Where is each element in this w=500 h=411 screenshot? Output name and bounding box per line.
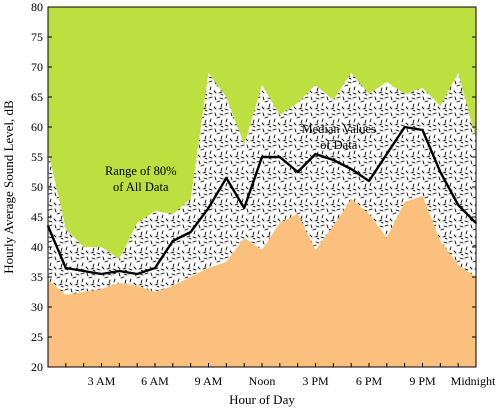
plot-area: [46, 6, 477, 368]
median-point: [350, 168, 353, 170]
median-point: [207, 207, 210, 209]
x-tick-label: 6 AM: [141, 374, 169, 388]
annotation-text: of Data: [320, 138, 358, 152]
y-tick-label: 45: [31, 210, 43, 224]
median-point: [225, 177, 228, 179]
median-point: [296, 171, 299, 173]
x-axis-title: Hour of Day: [229, 392, 295, 407]
y-tick-label: 70: [31, 60, 43, 74]
median-point: [261, 156, 263, 158]
annotation-text: Range of 80%: [105, 164, 177, 178]
x-tick-label: Midnight: [451, 374, 496, 388]
x-axis: 3 AM 6 AM 9 AM Noon 3 PM 6 PM 9 PM Midnight: [65, 363, 496, 388]
x-tick-label: Noon: [249, 374, 276, 388]
x-tick-label: 9 AM: [195, 374, 223, 388]
median-point: [278, 156, 281, 158]
median-point: [332, 159, 335, 161]
median-point: [136, 273, 139, 275]
y-tick-label: 30: [31, 300, 43, 314]
range-80-percent-band: [48, 73, 476, 295]
median-point: [403, 126, 406, 128]
x-tick-label: 3 AM: [88, 374, 116, 388]
median-point: [439, 171, 442, 173]
y-tick-label: 20: [31, 360, 43, 374]
median-point: [421, 129, 424, 131]
median-point: [243, 207, 246, 209]
annotation-text: Median Values: [301, 122, 376, 136]
median-point: [189, 231, 192, 233]
median-point: [314, 153, 317, 155]
x-tick-label: 3 PM: [302, 374, 329, 388]
y-tick-label: 55: [31, 150, 43, 164]
y-tick-label: 75: [31, 30, 43, 44]
median-point: [100, 273, 103, 275]
y-tick-label: 80: [31, 0, 43, 14]
median-point: [154, 267, 156, 269]
y-tick-label: 25: [31, 330, 43, 344]
y-tick-label: 65: [31, 90, 43, 104]
median-point: [82, 270, 85, 272]
annotation-text: of All Data: [113, 180, 169, 194]
range-bands: [48, 7, 476, 367]
y-axis: 20 25 30 35 40 45 50 55 60 65 70 75 80: [31, 0, 476, 374]
annotations: Range of 80% of All Data Median Values of D…: [105, 122, 376, 194]
y-tick-label: 50: [31, 180, 43, 194]
x-tick-label: 9 PM: [409, 374, 436, 388]
y-tick-label: 40: [31, 240, 43, 254]
median-series: [46, 125, 477, 276]
below-range-area: [48, 196, 476, 367]
y-axis-title: Hourly Average Sound Level, dB: [1, 100, 16, 274]
median-point: [118, 270, 121, 272]
median-point: [171, 240, 174, 242]
y-tick-label: 35: [31, 270, 43, 284]
x-tick-label: 6 PM: [356, 374, 383, 388]
y-tick-label: 60: [31, 120, 43, 134]
median-point: [64, 267, 67, 269]
median-point: [368, 180, 370, 182]
median-point: [385, 153, 388, 155]
median-point: [457, 204, 460, 206]
